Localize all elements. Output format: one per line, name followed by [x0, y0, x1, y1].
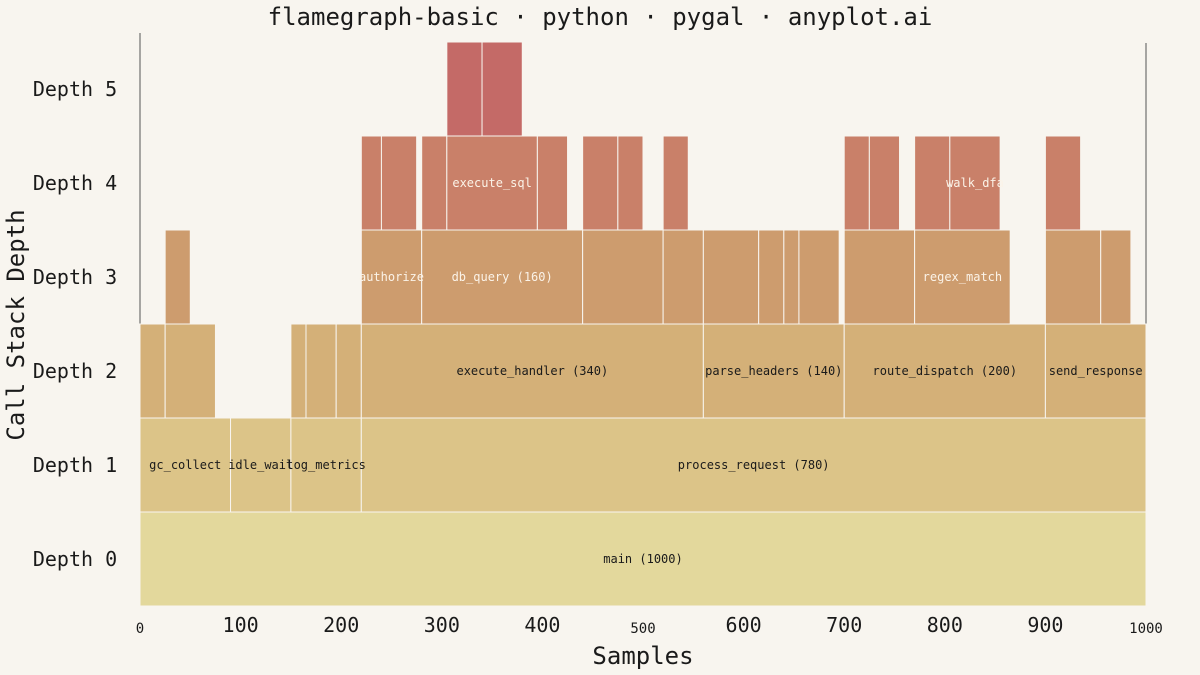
flame-frame[interactable]: [843, 323, 1046, 419]
flame-frame[interactable]: [582, 135, 619, 231]
flame-frame[interactable]: [290, 417, 362, 513]
flame-frame[interactable]: [662, 135, 689, 231]
flame-frame[interactable]: [421, 229, 584, 325]
x-tick-label: 1000: [1129, 621, 1163, 637]
frame-label: send_response: [1049, 364, 1143, 378]
flame-frame[interactable]: [446, 135, 538, 231]
x-axis-title: Samples: [592, 642, 693, 670]
x-tick-label: 600: [726, 613, 762, 637]
frame-label: main (1000): [603, 552, 682, 566]
frame-label: walk_dfa: [946, 176, 1004, 190]
flame-frame[interactable]: [914, 229, 1011, 325]
frame-label: authorize: [359, 270, 424, 284]
flame-frame[interactable]: [843, 135, 870, 231]
y-tick-label: Depth 3: [33, 265, 117, 289]
x-tick-label: 200: [323, 613, 359, 637]
flame-frame[interactable]: [481, 41, 523, 137]
y-tick-label: Depth 5: [33, 77, 117, 101]
flame-frame[interactable]: [230, 417, 292, 513]
flame-frame[interactable]: [360, 323, 704, 419]
x-tick-label: 900: [1027, 613, 1063, 637]
x-tick-label: 100: [223, 613, 259, 637]
y-tick-label: Depth 2: [33, 359, 117, 383]
flame-frame[interactable]: [868, 135, 901, 231]
flame-frame[interactable]: [360, 135, 382, 231]
flame-frame[interactable]: [164, 323, 216, 419]
x-tick-label: 700: [826, 613, 862, 637]
flame-frame[interactable]: [949, 135, 1001, 231]
flame-frame[interactable]: [305, 323, 337, 419]
frame-label: db_query (160): [452, 270, 553, 284]
flame-frame[interactable]: [139, 511, 1147, 607]
flame-frame[interactable]: [702, 229, 760, 325]
flame-frame[interactable]: [662, 229, 704, 325]
x-tick-label: 0: [136, 621, 144, 637]
flame-frame[interactable]: [290, 323, 307, 419]
frame-label: execute_handler (340): [456, 364, 608, 378]
frame-label: process_request (780): [678, 458, 830, 472]
flame-frame[interactable]: [843, 229, 916, 325]
flame-frame[interactable]: [1044, 323, 1147, 419]
x-tick-label: 400: [524, 613, 560, 637]
flame-frame[interactable]: [1044, 135, 1082, 231]
x-axis-ticks: 0 100 200 300 400 500 600 700 800 900 1000: [136, 613, 1163, 637]
frame-label: route_dispatch (200): [873, 364, 1018, 378]
flame-frame[interactable]: [335, 323, 362, 419]
frame-label: gc_collect: [149, 458, 221, 472]
flame-frame[interactable]: [798, 229, 840, 325]
x-tick-label: 800: [927, 613, 963, 637]
flame-frame[interactable]: [617, 135, 644, 231]
frame-label: execute_sql: [452, 176, 531, 190]
flame-frame[interactable]: [914, 135, 951, 231]
frame-label: regex_match: [923, 270, 1002, 284]
flame-frame[interactable]: [1100, 229, 1132, 325]
y-axis-ticks: Depth 0 Depth 1 Depth 2 Depth 3 Depth 4 Depth…: [33, 77, 117, 571]
flame-frame[interactable]: [421, 135, 448, 231]
y-tick-label: Depth 4: [33, 171, 117, 195]
y-tick-label: Depth 0: [33, 547, 117, 571]
flame-frame[interactable]: [1044, 229, 1102, 325]
frame-label: parse_headers (140): [705, 364, 842, 378]
frame-label: log_metrics: [286, 458, 365, 472]
y-axis-title: Call Stack Depth: [2, 209, 30, 440]
plot-area: main (1000) gc_collect idle_waitlog_metric…: [139, 33, 1147, 607]
flame-frame[interactable]: [380, 135, 418, 231]
flame-frame[interactable]: [139, 323, 166, 419]
flame-frame[interactable]: [582, 229, 664, 325]
x-tick-label: 500: [630, 621, 655, 637]
flame-frame[interactable]: [164, 229, 191, 325]
flame-frame[interactable]: [446, 41, 483, 137]
chart-title: flamegraph-basic · python · pygal · anyp…: [268, 3, 933, 31]
flame-frame[interactable]: [536, 135, 569, 231]
flame-frame[interactable]: [783, 229, 800, 325]
frame-label: idle_wait: [228, 458, 293, 472]
y-tick-label: Depth 1: [33, 453, 117, 477]
x-tick-label: 300: [424, 613, 460, 637]
flame-frame[interactable]: [758, 229, 785, 325]
flame-frame[interactable]: [702, 323, 845, 419]
flame-frame[interactable]: [360, 417, 1147, 513]
